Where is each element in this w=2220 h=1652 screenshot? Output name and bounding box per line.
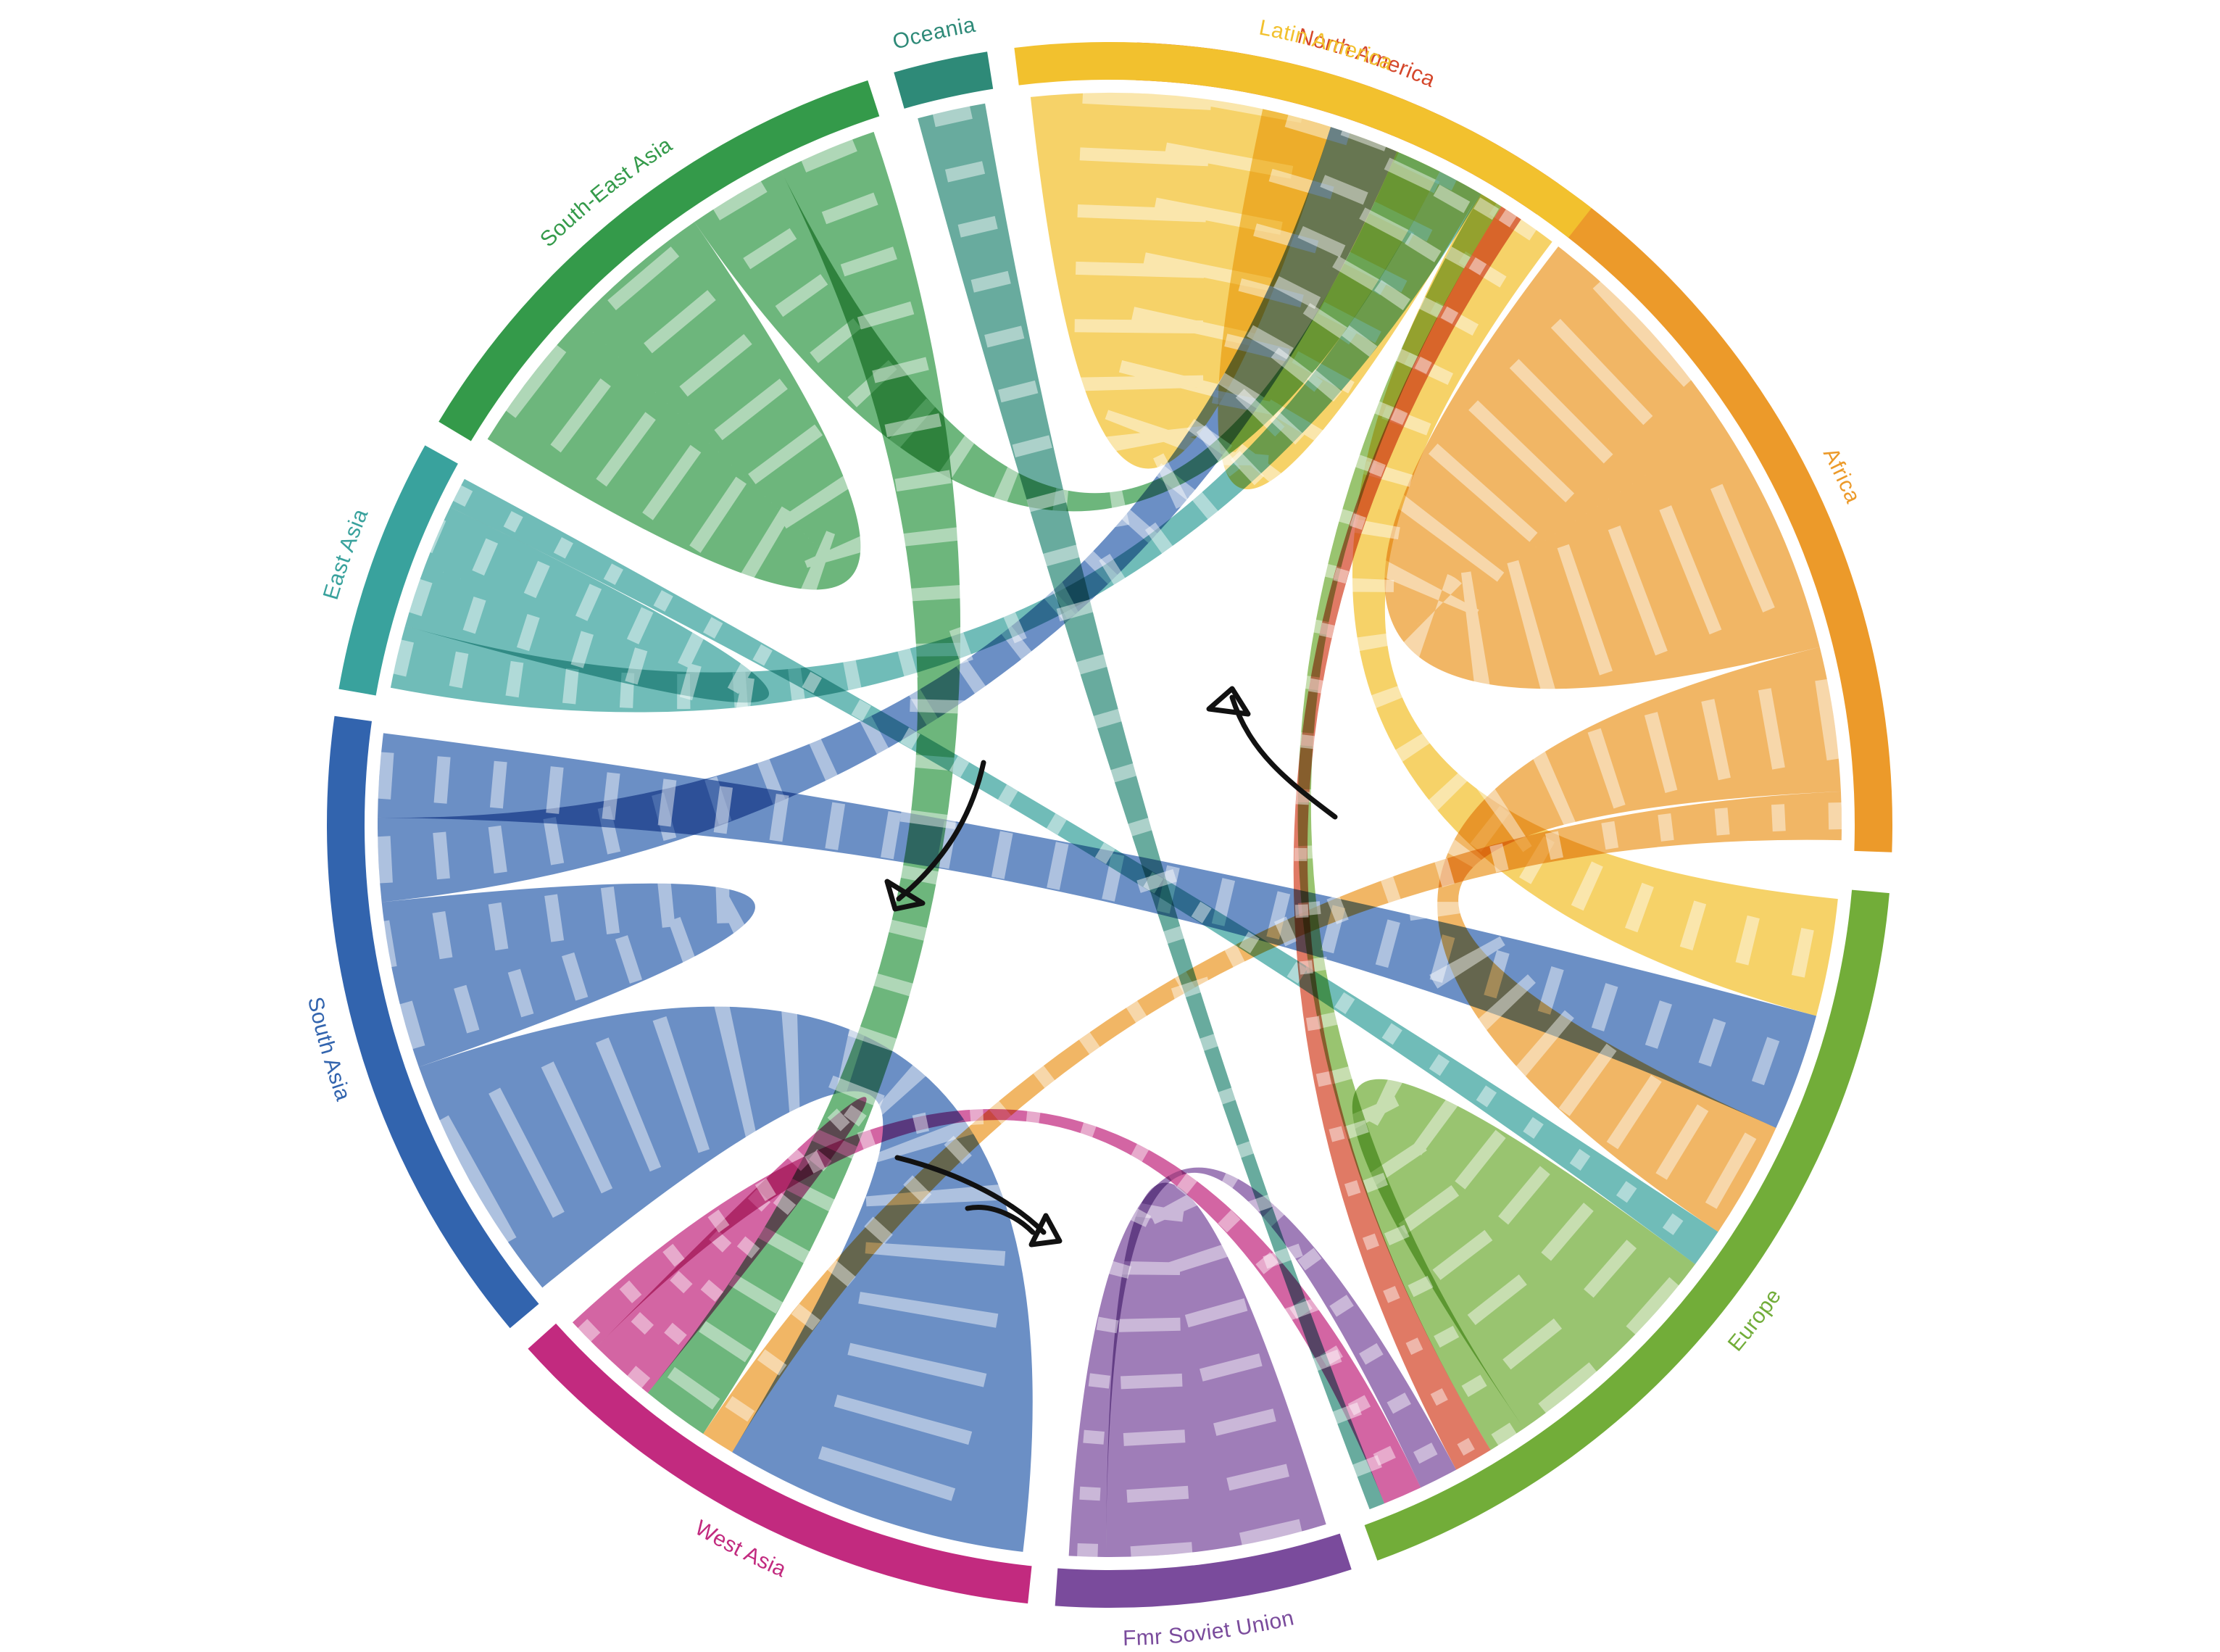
region-arc-west-asia [528,1323,1032,1604]
chord-stripe [393,174,1476,710]
chord-stripe [1409,678,1840,1216]
annotation-arrow-2-head [884,879,926,912]
chord-fmr-soviet-union-to-europe [1068,1167,1457,1557]
region-arc-south-east-asia [438,80,880,441]
chord-south-asia-to-west-asia [418,1006,1033,1552]
region-arc-africa [1558,199,1892,852]
region-label-text: Oceania [890,13,977,54]
chord-africa-to-europe [1437,647,1841,1232]
annotation-arrow-3-tail [965,1205,1036,1235]
chord-east-asia-to-north-america [390,171,1481,713]
region-label-text: Africa [1818,444,1865,507]
annotation-arrow-2 [896,760,986,902]
annotation-arrow-1 [1229,694,1338,820]
region-label-fmr-soviet-union: Fmr Soviet Union [1123,1606,1297,1651]
chord-south-asia-to-north-america [378,127,1397,902]
region-arc-latin-america [1014,42,1592,238]
chord-latin-america-to-europe [1352,193,1838,1016]
annotation-arrow-3 [894,1155,1047,1235]
chord-north-america-to-europe [1293,206,1521,1470]
annotation-arrow-3-head [1028,1213,1063,1248]
chord-south-asia-to-south-asia [381,883,755,1068]
region-label-text: Fmr Soviet Union [1123,1606,1296,1651]
region-label-africa: Africa [1818,444,1865,507]
chord-europe-to-europe [1352,1079,1695,1429]
region-arcs-layer [327,42,1892,1608]
chord-europe-to-north-america [1297,194,1524,1450]
region-arc-oceania [894,51,994,109]
region-label-text: South Asia [303,995,355,1104]
annotation-arrows [884,686,1338,1248]
region-arc-south-asia [327,715,539,1329]
chord-east-asia-to-europe [450,478,1718,1265]
chord-west-asia-to-europe [572,1108,1421,1504]
chord-south-east-asia-to-south-east-asia [487,222,861,590]
chord-stripe [706,802,1842,1450]
chord-stripe [504,241,890,618]
chord-east-asia-to-east-asia [405,507,770,703]
chord-stripe [1345,203,1834,982]
chord-south-asia-to-europe [378,733,1817,1128]
chord-fmr-soviet-union-to-fmr-soviet-union [1105,1182,1326,1558]
chords-layer [377,90,1842,1558]
annotation-arrow-1-head [1206,686,1251,717]
chord-oceania-to-europe [918,103,1385,1510]
chord-africa-to-africa [1384,246,1820,689]
region-arc-fmr-soviet-union [1055,1533,1352,1608]
region-arc-east-asia [338,445,458,696]
region-label-south-asia: South Asia [303,995,355,1104]
region-label-oceania: Oceania [890,13,977,54]
